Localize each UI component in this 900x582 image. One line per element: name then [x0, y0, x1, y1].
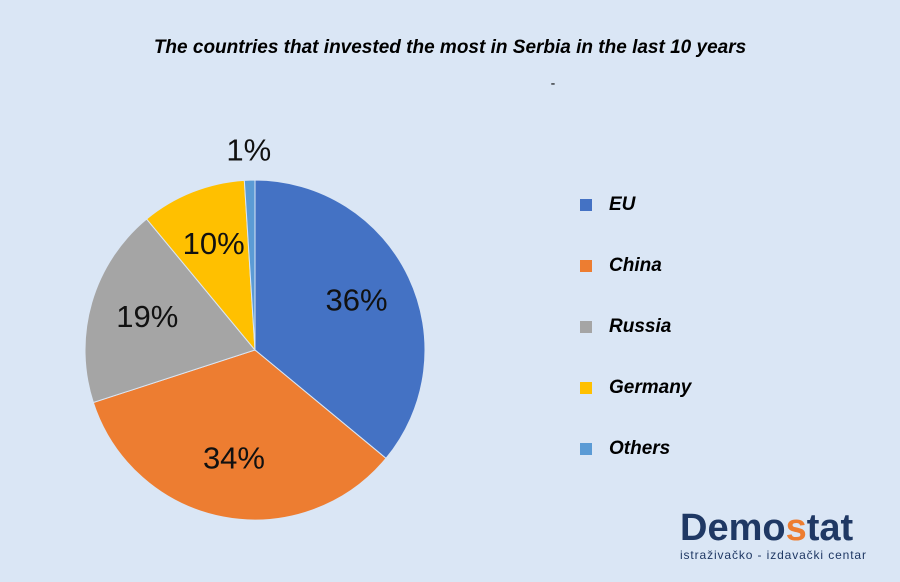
pie-slice — [254, 179, 426, 460]
legend-label: EU — [609, 194, 637, 215]
logo-tagline: istraživačko - izdavački centar — [680, 548, 866, 562]
chart-subtitle: - — [551, 75, 556, 91]
pie-slice — [145, 179, 256, 352]
legend-label: China — [609, 255, 662, 276]
pie-slice — [92, 349, 387, 521]
legend-label: Russia — [609, 316, 672, 337]
legend-swatch — [580, 443, 592, 455]
data-label: 36% — [325, 282, 387, 317]
logo-wordmark: Demostat — [680, 507, 854, 549]
logo-part: Demo — [680, 507, 786, 549]
logo: Demostat istraživačko - izdavački centar — [680, 507, 866, 562]
data-label: 10% — [183, 226, 245, 261]
pie-slice — [243, 179, 256, 351]
data-label: 19% — [116, 299, 178, 334]
legend-swatch — [580, 382, 592, 394]
logo-part: tat — [807, 507, 854, 549]
legend-swatch — [580, 199, 592, 211]
pie-slice — [84, 218, 256, 404]
logo-part: s — [786, 507, 807, 549]
legend-label: Others — [609, 438, 670, 459]
legend-swatch — [580, 321, 592, 333]
data-label: 34% — [203, 440, 265, 475]
chart-title: The countries that invested the most in … — [154, 37, 746, 58]
legend-label: Germany — [609, 377, 693, 398]
legend-swatch — [580, 260, 592, 272]
data-label: 1% — [226, 132, 271, 167]
